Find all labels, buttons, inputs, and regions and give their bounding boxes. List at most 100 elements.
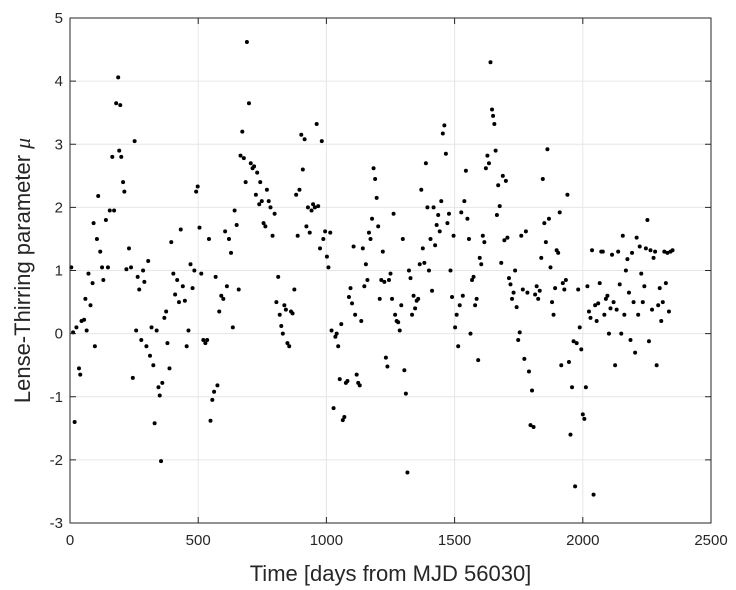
data-point <box>295 233 300 238</box>
data-point <box>252 164 257 169</box>
data-point <box>118 103 123 108</box>
data-point <box>590 248 595 253</box>
data-point <box>525 290 530 295</box>
data-point <box>346 295 351 300</box>
data-point <box>416 296 421 301</box>
data-point <box>494 212 499 217</box>
data-point <box>610 252 615 257</box>
data-point <box>650 307 655 312</box>
x-tick-label: 2000 <box>566 532 599 549</box>
data-point <box>122 189 127 194</box>
data-point <box>459 210 464 215</box>
data-point <box>485 153 490 158</box>
data-point <box>426 268 431 273</box>
data-point <box>591 492 596 497</box>
data-point <box>103 218 108 222</box>
data-point <box>479 262 484 267</box>
data-point <box>537 288 542 293</box>
data-point <box>519 233 524 238</box>
data-point <box>430 288 435 293</box>
data-point <box>305 205 310 210</box>
data-point <box>500 173 505 178</box>
data-point <box>169 240 174 245</box>
data-point <box>462 199 467 204</box>
data-point <box>657 286 662 291</box>
data-point <box>477 255 482 260</box>
data-point <box>508 282 513 287</box>
data-point <box>625 257 630 262</box>
data-point <box>536 296 541 301</box>
data-point <box>157 393 162 398</box>
data-point <box>628 337 633 342</box>
data-point <box>593 303 598 308</box>
data-point <box>238 153 243 158</box>
data-point <box>357 383 362 388</box>
data-point <box>326 265 331 270</box>
data-point <box>613 363 618 368</box>
data-point <box>156 385 161 390</box>
data-point <box>91 221 96 226</box>
data-point <box>659 319 664 323</box>
data-point <box>162 315 167 320</box>
data-point <box>101 277 106 282</box>
data-point <box>651 255 656 260</box>
data-point <box>383 355 388 360</box>
data-point <box>570 385 575 390</box>
data-point <box>451 233 456 238</box>
data-point <box>316 204 321 209</box>
data-point <box>119 154 124 159</box>
data-point <box>223 229 228 234</box>
data-point <box>446 211 451 216</box>
data-point <box>620 233 625 238</box>
data-point <box>499 260 504 265</box>
data-point <box>76 366 81 371</box>
data-point <box>654 363 659 368</box>
data-point <box>663 281 668 286</box>
data-point <box>422 260 427 265</box>
data-point <box>408 276 413 281</box>
data-point <box>382 279 387 284</box>
data-point <box>563 277 568 282</box>
data-point <box>167 366 172 371</box>
data-point <box>100 265 105 270</box>
data-point <box>496 183 501 188</box>
data-point <box>531 425 536 430</box>
data-point <box>546 216 551 221</box>
data-point <box>566 360 571 365</box>
data-point <box>282 303 287 308</box>
data-point <box>212 389 217 394</box>
data-point <box>246 101 251 106</box>
data-point <box>294 192 299 197</box>
y-tick-label: 4 <box>55 73 63 90</box>
data-point <box>300 167 305 172</box>
data-point <box>423 161 428 166</box>
data-point <box>240 129 245 134</box>
data-point <box>173 292 178 297</box>
data-point <box>565 192 570 197</box>
data-point <box>261 221 266 226</box>
data-point <box>577 325 582 330</box>
data-point <box>137 287 142 292</box>
x-tick-label: 2500 <box>694 532 727 549</box>
data-point <box>548 265 553 270</box>
y-tick-label: -2 <box>50 452 63 469</box>
data-point <box>626 290 631 295</box>
data-point <box>351 244 356 249</box>
data-point <box>379 277 384 282</box>
data-point <box>619 331 624 336</box>
data-point <box>605 293 610 298</box>
data-point <box>466 236 471 241</box>
data-point <box>556 250 561 255</box>
data-point <box>152 421 157 426</box>
data-point <box>276 274 281 279</box>
data-point <box>386 277 391 282</box>
data-point <box>486 161 491 166</box>
data-point <box>165 341 170 346</box>
data-point <box>126 246 131 251</box>
data-point <box>345 378 350 383</box>
data-point <box>390 296 395 301</box>
data-point <box>450 295 455 300</box>
data-point <box>385 364 390 369</box>
data-point <box>457 303 462 308</box>
data-point <box>121 180 126 185</box>
